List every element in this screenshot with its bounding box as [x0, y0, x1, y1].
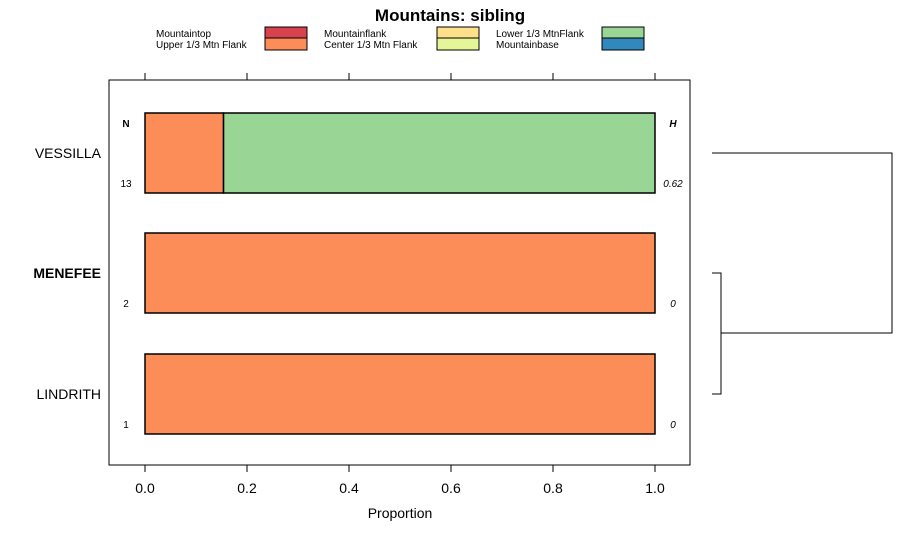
n-column-header: N	[122, 119, 129, 130]
bars	[144, 112, 656, 435]
h-value-vessilla: 0.62	[663, 179, 683, 190]
dendrogram	[712, 152, 893, 395]
h-column-header: H	[669, 119, 677, 130]
dendrogram-branch-root	[712, 152, 893, 334]
y-tick-label-vessilla: VESSILLA	[35, 145, 102, 161]
x-tick-label-4: 0.8	[543, 480, 563, 496]
x-axis-label: Proportion	[368, 505, 433, 521]
x-tick-label-3: 0.6	[441, 480, 461, 496]
n-value-menefee: 2	[123, 299, 129, 310]
x-tick-label-1: 0.2	[237, 480, 257, 496]
legend-swatch-mountainflank	[436, 26, 480, 40]
x-tick-label-0: 0.0	[135, 480, 155, 496]
axes: 0.0 0.2 0.4 0.6 0.8 1.0 VESSILLA MENEFEE LINDRIT…	[33, 73, 665, 496]
bar-lindrith-upper-1-3-mtn-flank	[144, 353, 656, 435]
legend-label-upper-1-3-mtn-flank: Upper 1/3 Mtn Flank	[156, 40, 248, 51]
legend-label-mountaintop: Mountaintop	[156, 29, 211, 40]
bar-vessilla-upper-1-3-mtn-flank	[144, 112, 225, 194]
h-value-menefee: 0	[670, 299, 676, 310]
legend-swatch-lower-1-3-mtnflank	[601, 26, 645, 40]
legend-label-mountainbase: Mountainbase	[496, 40, 559, 51]
dendrogram-branch-menefee-lindrith	[712, 272, 722, 395]
n-value-vessilla: 13	[120, 179, 132, 190]
plot-frame	[108, 79, 691, 466]
legend-swatch-mountaintop	[264, 26, 308, 40]
legend-label-lower-1-3-mtnflank: Lower 1/3 MtnFlank	[496, 29, 585, 40]
y-tick-label-menefee: MENEFEE	[33, 265, 101, 281]
chart-title: Mountains: sibling	[375, 6, 525, 25]
legend-swatch-mountainbase	[601, 37, 645, 51]
legend-label-mountainflank: Mountainflank	[324, 29, 387, 40]
x-tick-label-5: 1.0	[645, 480, 665, 496]
x-tick-label-2: 0.4	[339, 480, 359, 496]
h-value-lindrith: 0	[670, 420, 676, 431]
y-tick-label-lindrith: LINDRITH	[36, 386, 101, 402]
annotations: 13 0.62 2 0 1 0 N H	[120, 119, 683, 431]
bar-vessilla-lower-1-3-mtnflank	[222, 112, 656, 194]
n-value-lindrith: 1	[123, 420, 129, 431]
bar-menefee-upper-1-3-mtn-flank	[144, 232, 656, 314]
legend-swatch-upper-1-3-mtn-flank	[264, 37, 308, 51]
legend-label-center-1-3-mtn-flank: Center 1/3 Mtn Flank	[324, 40, 418, 51]
legend-swatch-center-1-3-mtn-flank	[436, 37, 480, 51]
